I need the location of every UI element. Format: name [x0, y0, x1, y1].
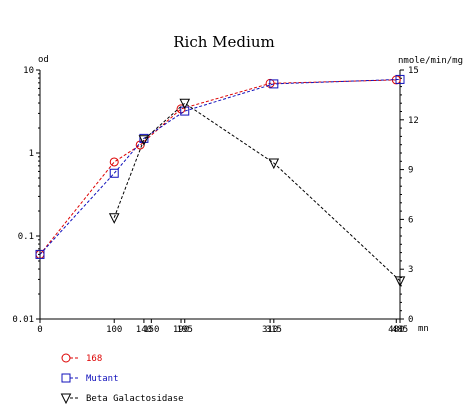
x-tick-label: 195 [177, 325, 193, 335]
legend-marker-3 [60, 393, 72, 405]
data-point-series-2 [395, 74, 405, 84]
data-point-series-3 [268, 158, 280, 170]
data-point-series-2 [35, 249, 45, 259]
legend-label-2: Mutant [86, 374, 119, 384]
x-tick-label: 310 [262, 325, 278, 335]
y-right-tick-label: 6 [408, 215, 413, 225]
x-tick-label: 100 [106, 325, 122, 335]
data-point-series-2 [139, 133, 149, 143]
x-tick-label: 480 [388, 325, 404, 335]
x-tick-label: 0 [37, 325, 42, 335]
y-right-tick-label: 9 [408, 166, 413, 176]
x-tick-label: 315 [266, 325, 282, 335]
series-line-3 [113, 102, 401, 282]
data-point-series-2 [269, 79, 279, 89]
data-point-series-3 [179, 98, 191, 110]
y-right-tick-label: 15 [408, 66, 419, 76]
data-point-series-1 [109, 157, 119, 167]
series-line-1 [39, 79, 397, 255]
x-tick-label: 485 [392, 325, 408, 335]
y-right-axis-label: nmole/min/mg [398, 56, 463, 66]
legend-label-1: 168 [86, 354, 102, 364]
y-left-axis-label: od [38, 55, 49, 65]
legend-marker-2 [61, 373, 71, 383]
x-tick-label: 140 [136, 325, 152, 335]
series-line-2 [39, 78, 401, 255]
y-left-tick-label: 0.01 [12, 315, 34, 325]
data-point-series-2 [109, 168, 119, 178]
data-point-series-3 [108, 213, 120, 224]
legend-label-3: Beta Galactosidase [86, 394, 184, 404]
x-tick-label: 150 [143, 325, 159, 335]
data-point-series-3 [394, 276, 406, 287]
y-left-tick-label: 1 [29, 149, 34, 159]
y-right-tick-label: 0 [408, 315, 413, 325]
data-point-series-3 [138, 135, 150, 146]
data-point-series-2 [180, 106, 190, 116]
y-left-tick-label: 0.1 [18, 232, 34, 242]
y-left-tick-label: 10 [23, 66, 34, 76]
x-axis-label: mn [418, 324, 429, 334]
x-tick-label: 190 [173, 325, 189, 335]
y-right-tick-label: 3 [408, 265, 413, 275]
y-right-tick-label: 12 [408, 116, 419, 126]
chart-title: Rich Medium [173, 33, 274, 51]
legend-marker-1 [61, 353, 71, 363]
